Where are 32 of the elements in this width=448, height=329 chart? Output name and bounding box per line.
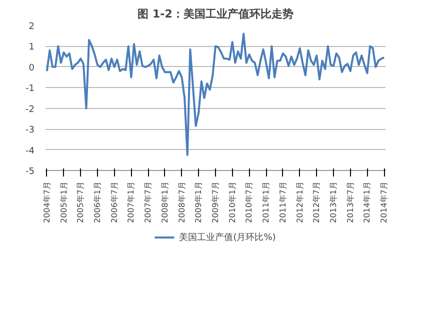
x-tick-label: 2005年1月 <box>59 181 68 223</box>
y-tick-label: -5 <box>26 167 35 177</box>
y-tick-label: 0 <box>28 63 35 74</box>
chart-title: 图 1-2：美国工业产值环比走势 <box>138 8 294 20</box>
x-tick-label: 2009年7月 <box>211 181 220 223</box>
x-tick-label: 2010年1月 <box>228 181 237 223</box>
y-tick-label: -1 <box>26 84 35 94</box>
y-tick-label: 1 <box>28 42 35 53</box>
x-tick-label: 2004年7月 <box>42 181 52 223</box>
x-tick-label: 2011年1月 <box>262 181 271 223</box>
x-tick-label: 2011年7月 <box>278 181 288 223</box>
x-tick-label: 2012年7月 <box>312 181 322 223</box>
x-tick-label: 2007年7月 <box>144 181 153 223</box>
x-tick-label: 2012年1月 <box>295 181 304 223</box>
x-tick-label: 2014年1月 <box>362 181 372 223</box>
y-tick-label: -3 <box>26 126 35 136</box>
y-tick-label: 2 <box>28 22 35 32</box>
x-tick-label: 2006年7月 <box>110 181 119 223</box>
x-tick-label: 2014年7月 <box>380 181 389 223</box>
legend-label: 美国工业产值(月环比%) <box>179 232 276 244</box>
x-tick-label: 2006年1月 <box>92 181 102 223</box>
x-tick-label: 2009年1月 <box>194 181 204 223</box>
x-tick-label: 2010年7月 <box>244 181 254 223</box>
y-tick-label: -4 <box>26 146 35 156</box>
x-tick-label: 2013年1月 <box>329 181 338 223</box>
y-tick-label: -2 <box>26 104 35 115</box>
x-tick-label: 2008年7月 <box>177 181 186 223</box>
x-tick-label: 2008年1月 <box>160 181 170 223</box>
x-tick-label: 2005年7月 <box>76 181 86 223</box>
x-tick-label: 2007年1月 <box>126 181 136 223</box>
line-series <box>46 32 386 156</box>
x-tick-label: 2013年7月 <box>346 181 355 223</box>
